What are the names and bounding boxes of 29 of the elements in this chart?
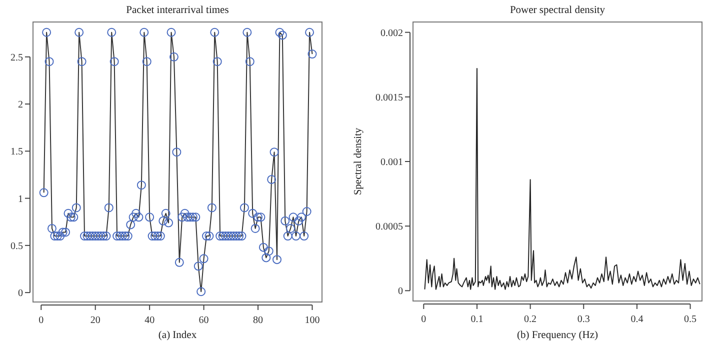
y-tick-label: 0 [398, 286, 403, 298]
x-tick-label: 100 [304, 315, 320, 326]
x-tick-label: 60 [198, 315, 209, 326]
line-series [424, 68, 700, 290]
x-axis-title: (b) Frequency (Hz) [516, 330, 599, 341]
x-tick-label: 0.3 [577, 314, 590, 325]
chart-title: Power spectral density [510, 5, 606, 16]
x-tick-label: 0 [38, 315, 44, 326]
y-tick-label: 1 [18, 194, 23, 205]
x-axis-title: (a) Index [158, 330, 198, 341]
x-tick-label: 0.1 [470, 314, 484, 325]
x-tick-label: 40 [144, 315, 155, 326]
x-tick-label: 0.2 [524, 314, 537, 325]
x-tick-label: 0.4 [630, 314, 644, 325]
y-tick-label: 2 [18, 100, 23, 111]
y-tick-label: 1.5 [10, 146, 23, 158]
chart-title: Packet interarrival times [126, 5, 229, 16]
y-tick-label: 0.0005 [376, 222, 403, 233]
y-tick-label: 0.001 [380, 157, 403, 168]
y-tick-label: 2.5 [10, 52, 23, 64]
y-tick-label: 0.5 [10, 240, 23, 252]
x-tick-label: 0 [421, 314, 426, 325]
x-tick-label: 80 [253, 315, 264, 326]
y-tick-label: 0 [18, 288, 23, 300]
x-tick-label: 20 [90, 315, 100, 326]
y-axis-title: Spectral density [353, 127, 364, 196]
y-tick-label: 0.002 [380, 28, 403, 39]
x-tick-label: 0.5 [684, 314, 697, 325]
y-tick-label: 0.0015 [376, 92, 403, 104]
